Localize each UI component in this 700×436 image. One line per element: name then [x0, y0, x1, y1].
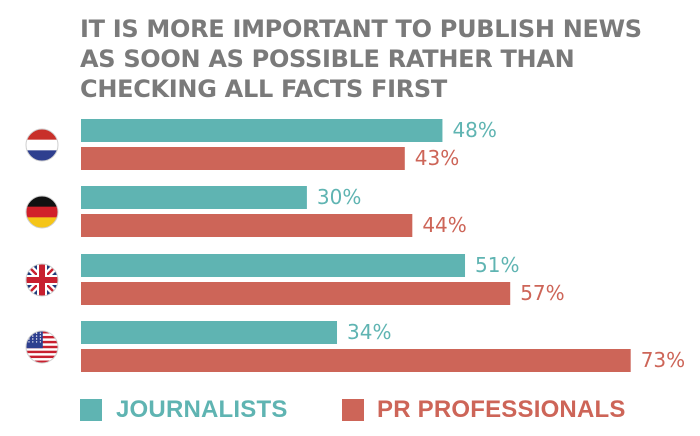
data-label-pr-professionals-netherlands-flag: 43% [415, 146, 459, 170]
legend-swatch-journalists [80, 399, 102, 421]
netherlands-flag-icon [26, 129, 58, 161]
data-label-journalists-usa-flag: 34% [347, 320, 391, 344]
chart-title: IT IS MORE IMPORTANT TO PUBLISH NEWS AS … [80, 14, 680, 104]
data-label-journalists-netherlands-flag: 48% [452, 118, 496, 142]
uk-flag-icon [26, 264, 58, 296]
title-line-1: IT IS MORE IMPORTANT TO PUBLISH NEWS [80, 15, 642, 43]
title-line-3: CHECKING ALL FACTS FIRST [80, 75, 447, 103]
data-label-pr-professionals-uk-flag: 57% [520, 281, 564, 305]
bar-journalists-usa-flag [81, 321, 338, 344]
usa-flag-icon [26, 331, 58, 363]
legend-swatch-pr-professionals [342, 399, 364, 421]
bar-pr-professionals-netherlands-flag [81, 147, 405, 170]
data-label-pr-professionals-usa-flag: 73% [641, 348, 685, 372]
bar-journalists-uk-flag [81, 254, 466, 277]
germany-flag-border [25, 195, 59, 229]
data-label-pr-professionals-germany-flag: 44% [422, 213, 466, 237]
bar-journalists-germany-flag [81, 186, 307, 209]
bar-pr-professionals-uk-flag [81, 282, 511, 305]
legend-label-journalists: JOURNALISTS [116, 396, 288, 423]
bar-journalists-netherlands-flag [81, 119, 443, 142]
legend: JOURNALISTS PR PROFESSIONALS [80, 392, 680, 432]
data-label-journalists-uk-flag: 51% [475, 253, 519, 277]
germany-flag-icon [26, 196, 58, 228]
title-line-2: AS SOON AS POSSIBLE RATHER THAN [80, 45, 575, 73]
bar-pr-professionals-germany-flag [81, 214, 413, 237]
legend-label-pr-professionals: PR PROFESSIONALS [377, 396, 626, 423]
netherlands-flag-border [25, 128, 59, 162]
usa-flag-border [25, 330, 59, 364]
data-label-journalists-germany-flag: 30% [317, 185, 361, 209]
bar-pr-professionals-usa-flag [81, 349, 631, 372]
uk-flag-border [25, 263, 59, 297]
bar-chart: 48% 43% 30% 44% 51%57% 34% 73% [25, 118, 685, 372]
